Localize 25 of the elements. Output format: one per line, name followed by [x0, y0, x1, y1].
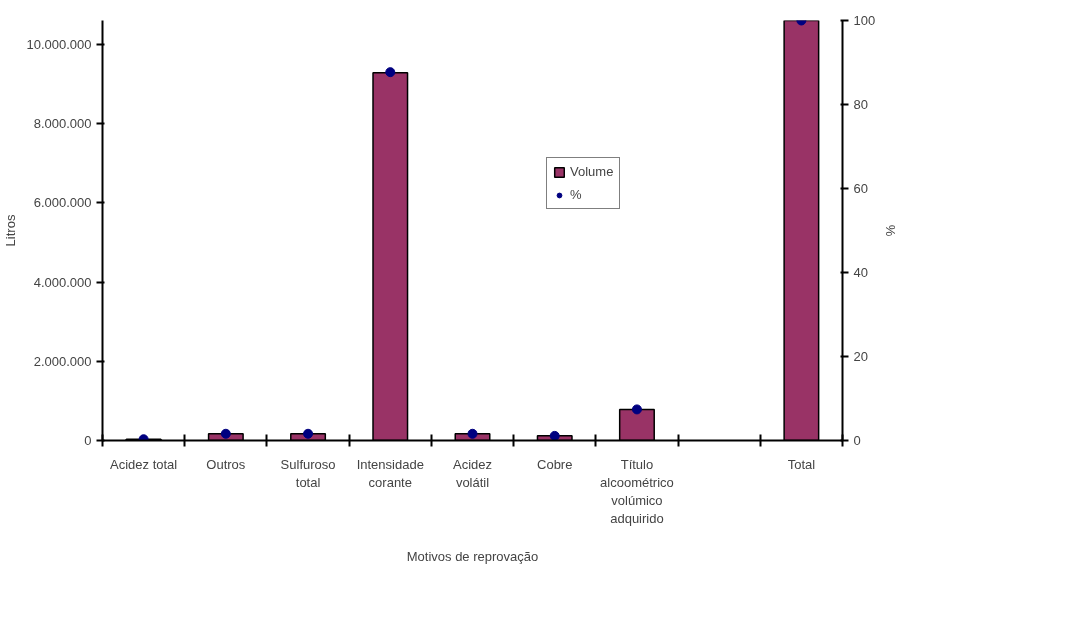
y2-tick-label: 0 [853, 433, 861, 448]
y-tick-label: 4.000.000 [33, 274, 92, 290]
y-tick-label: 6.000.000 [33, 195, 92, 211]
x-axis-title: Motivos de reprovação [406, 548, 539, 564]
x-tick-label: Título alcoométrico volúmico adquirido [600, 456, 674, 526]
x-tick-label: Sulfuroso total [280, 456, 336, 490]
y2-tick-label: 60 [853, 181, 868, 196]
x-tick-label: Intensidade corante [356, 456, 424, 490]
x-tick-label: Total [787, 456, 816, 472]
y-tick-label: 2.000.000 [33, 353, 92, 369]
legend-label: Volume [570, 164, 614, 179]
y2-axis-title: % [883, 224, 899, 237]
legend-label: % [570, 187, 583, 202]
y2-tick-label: 80 [853, 97, 868, 112]
x-tick-label: Acidez volátil [452, 456, 493, 490]
x-tick-label: Acidez total [110, 456, 178, 472]
y-tick-label: 8.000.000 [33, 116, 92, 132]
y2-tick-label: 40 [853, 265, 868, 280]
y-axis-title: Litros [3, 214, 19, 247]
y2-tick-label: 100 [853, 13, 876, 28]
y-tick-label: 10.000.000 [26, 36, 92, 52]
y-tick-label: 0 [84, 433, 92, 448]
x-tick-label: Cobre [537, 456, 573, 472]
y2-tick-label: 20 [853, 349, 868, 364]
x-tick-label: Outros [206, 456, 246, 472]
